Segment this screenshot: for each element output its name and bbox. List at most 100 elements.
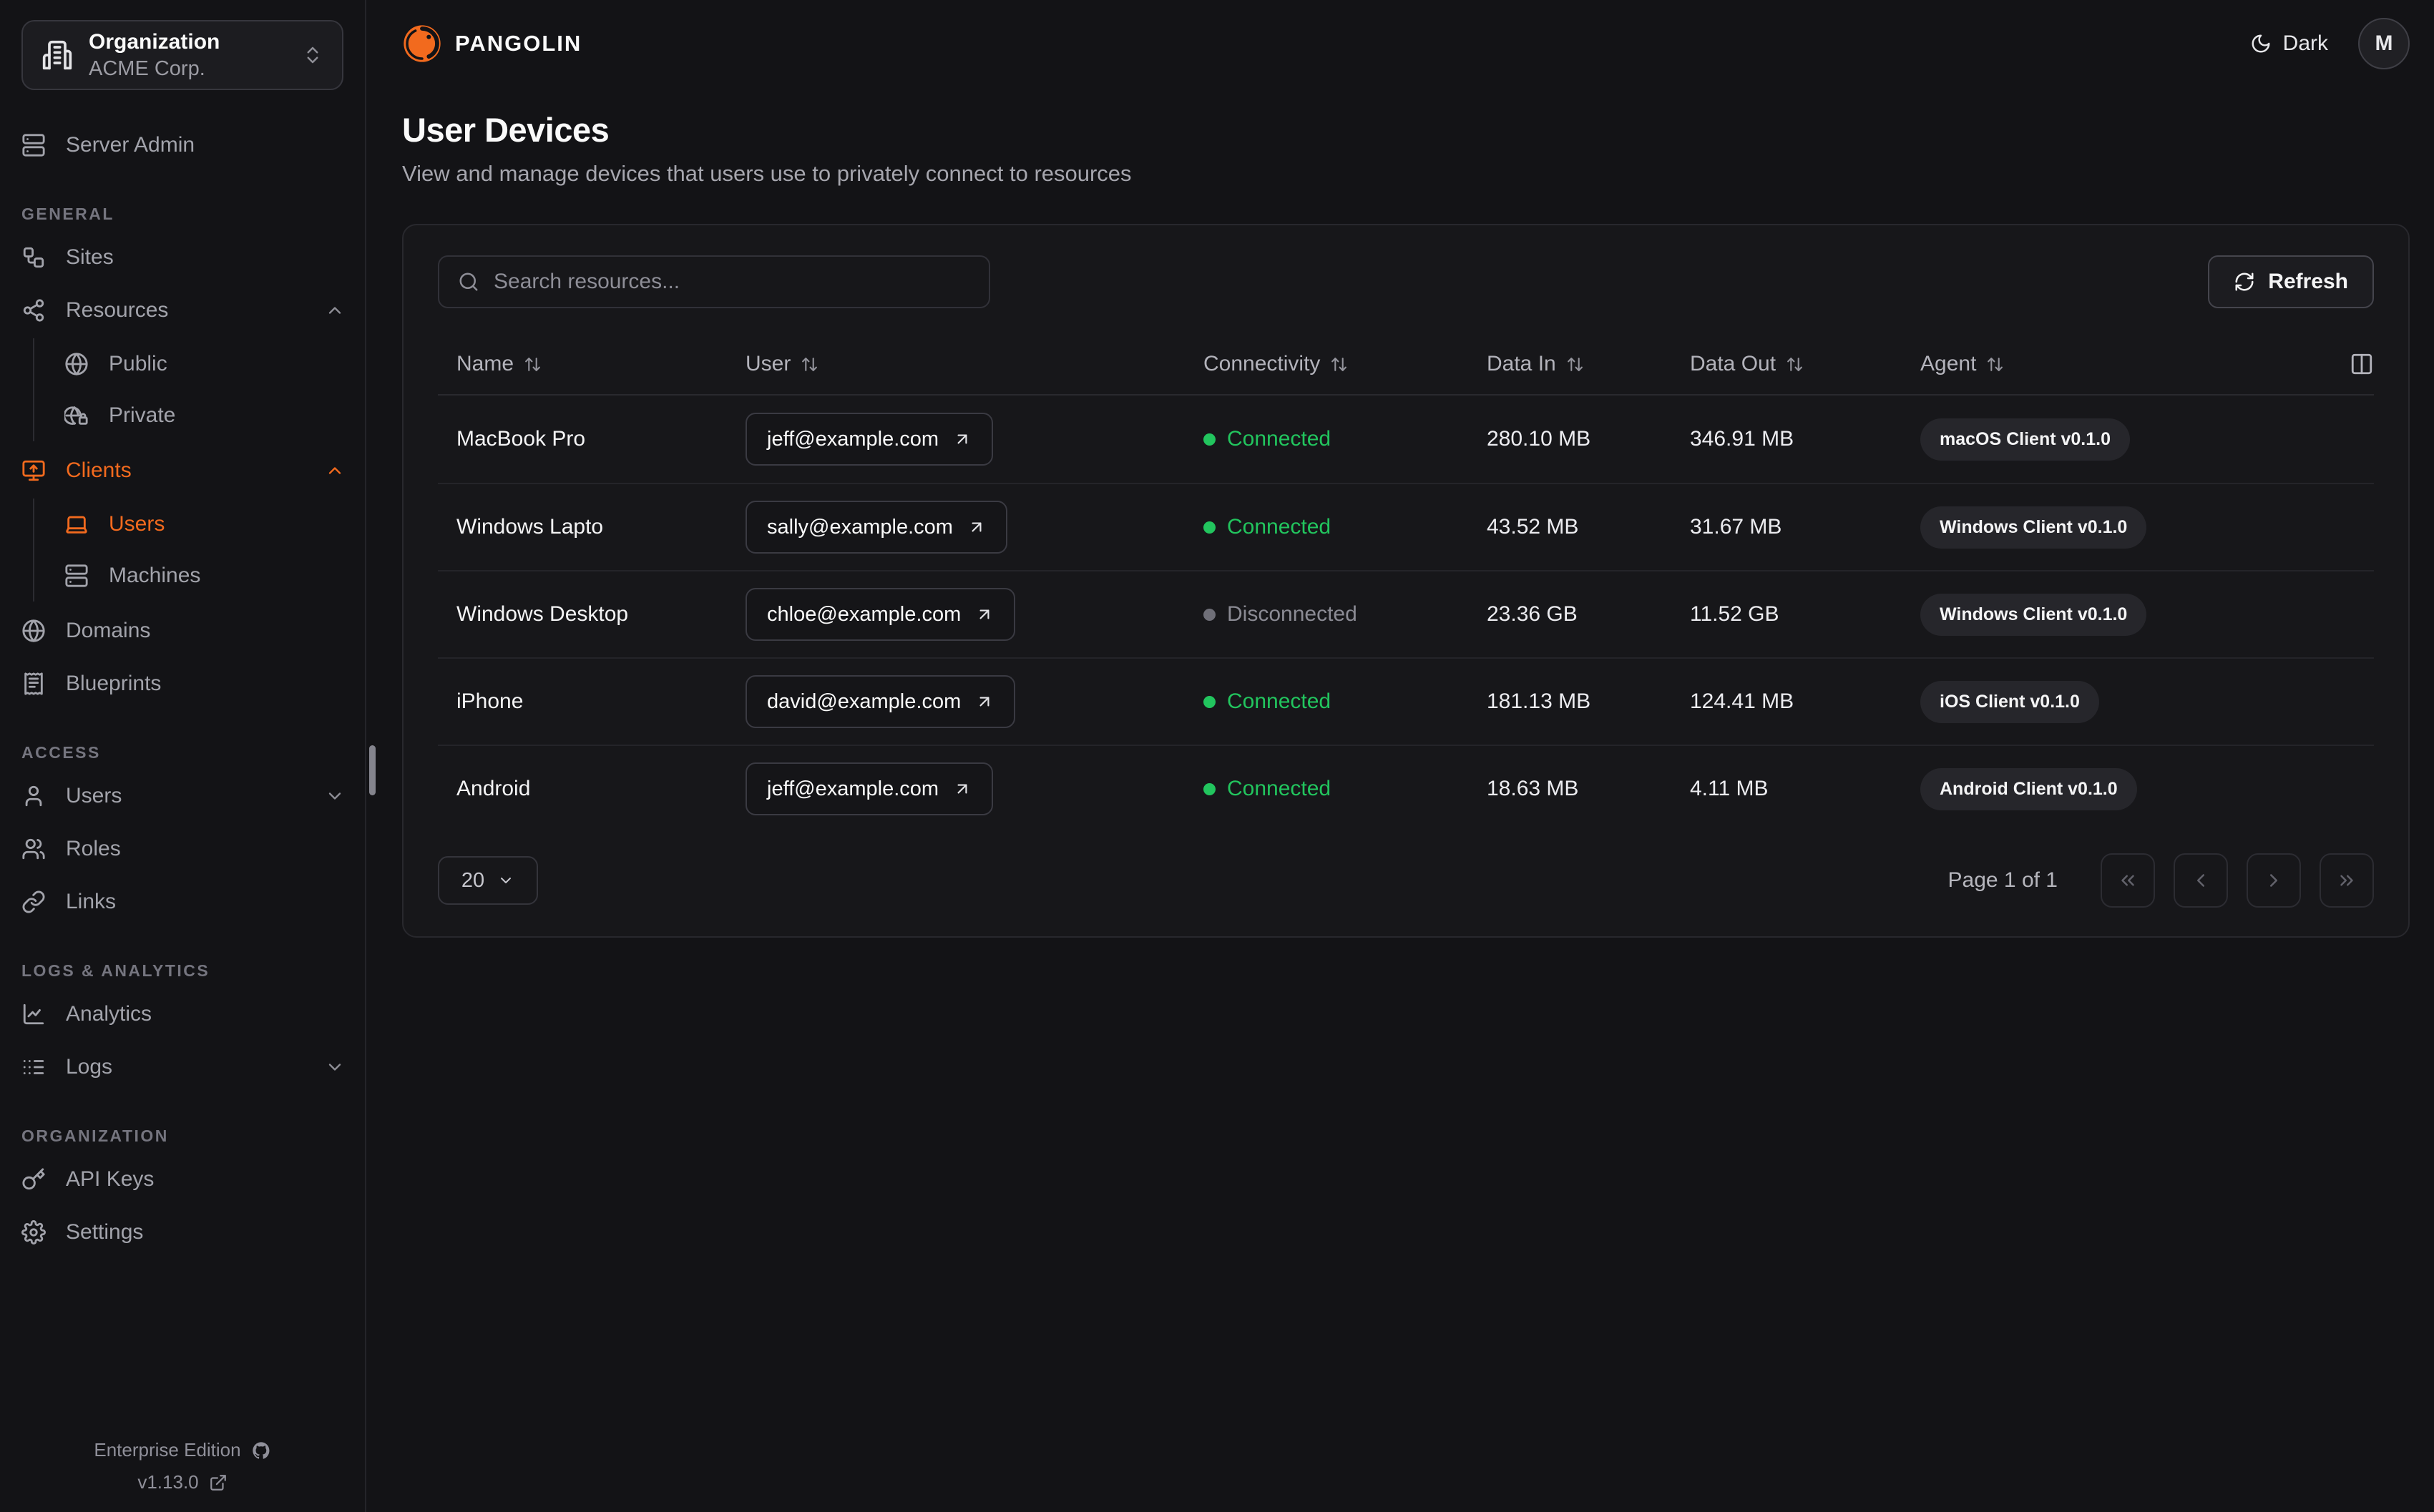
sidebar-item-label: Users [109,512,165,536]
table-row: Android jeff@example.com Connected 18.63… [438,745,2374,832]
status-badge: Disconnected [1203,602,1487,627]
user-link-button[interactable]: jeff@example.com [746,413,994,466]
sites-icon [23,247,44,268]
org-selector[interactable]: Organization ACME Corp. [21,20,343,90]
sidebar-nav: Server Admin GENERAL Sites Resources Pub… [0,90,365,1259]
user-link-button[interactable]: sally@example.com [746,501,1007,554]
sidebar-item-api-keys[interactable]: API Keys [21,1153,345,1206]
resources-icon [23,299,44,322]
resources-subnav: Public Private [33,338,345,441]
columns-settings-icon[interactable] [2350,352,2374,376]
column-header-data-out[interactable]: Data Out [1690,352,1920,376]
users-icon [22,838,45,860]
org-label: Organization [89,29,220,54]
github-icon[interactable] [251,1440,271,1461]
sidebar-item-public[interactable]: Public [64,338,345,390]
page-size-value: 20 [461,868,485,892]
sidebar-item-server-admin[interactable]: Server Admin [21,119,345,172]
brand[interactable]: PANGOLIN [402,24,582,64]
sidebar-item-analytics[interactable]: Analytics [21,988,345,1041]
sidebar-item-label: Domains [66,619,151,642]
logs-icon [23,1060,44,1074]
table-row: MacBook Pro jeff@example.com Connected 2… [438,396,2374,483]
sidebar-item-resources[interactable]: Resources [21,284,345,337]
agent-badge: Android Client v0.1.0 [1920,767,2137,810]
key-icon [22,1168,45,1190]
user-link-button[interactable]: chloe@example.com [746,588,1016,641]
last-page-button[interactable] [2320,853,2374,908]
sidebar-item-label: Users [66,784,122,807]
column-label: Name [456,352,514,375]
sidebar-item-private[interactable]: Private [64,390,345,441]
refresh-label: Refresh [2268,270,2348,293]
user-email: david@example.com [767,689,962,713]
sidebar-item-blueprints[interactable]: Blueprints [21,657,345,710]
column-header-user[interactable]: User [746,352,1203,376]
sidebar-item-roles[interactable]: Roles [21,823,345,875]
status-label: Connected [1227,515,1331,539]
toolbar: Refresh [438,255,2374,308]
external-link-icon[interactable] [209,1473,228,1492]
user-email: jeff@example.com [767,777,939,800]
search-box [438,255,990,308]
sidebar-item-machines[interactable]: Machines [64,550,345,602]
page-size-select[interactable]: 20 [438,856,538,905]
avatar[interactable]: M [2358,18,2410,69]
theme-toggle[interactable]: Dark [2250,31,2328,56]
receipt-icon [24,672,43,695]
next-page-button[interactable] [2247,853,2301,908]
column-header-data-in[interactable]: Data In [1487,352,1690,376]
link-icon [22,890,45,913]
device-name: Windows Desktop [456,602,629,626]
sidebar-scrollbar-thumb[interactable] [369,745,376,795]
data-out-value: 346.91 MB [1690,427,1794,451]
data-out-value: 4.11 MB [1690,777,1769,800]
sidebar: Organization ACME Corp. Server Admin GEN… [0,0,366,1512]
arrow-up-right-icon [979,609,989,619]
sidebar-item-label: Resources [66,298,169,322]
device-name: Windows Lapto [456,515,604,539]
search-input[interactable] [494,270,970,294]
edition-label: Enterprise Edition [94,1439,241,1461]
status-badge: Connected [1203,777,1487,801]
section-title-general: GENERAL [21,205,114,223]
agent-badge: iOS Client v0.1.0 [1920,680,2099,723]
sort-icon [1988,357,2003,371]
column-header-name[interactable]: Name [456,352,746,376]
agent-badge: Windows Client v0.1.0 [1920,506,2147,549]
sidebar-item-links[interactable]: Links [21,875,345,928]
user-link-button[interactable]: david@example.com [746,675,1016,728]
sidebar-item-logs[interactable]: Logs [21,1041,345,1094]
column-label: User [746,352,791,375]
sidebar-item-label: Private [109,403,176,427]
sidebar-item-sites[interactable]: Sites [21,231,345,284]
sidebar-item-clients[interactable]: Clients [21,444,345,497]
theme-label: Dark [2282,31,2328,55]
refresh-button[interactable]: Refresh [2208,255,2374,308]
sidebar-item-label: Server Admin [66,133,195,157]
first-page-button[interactable] [2101,853,2155,908]
status-dot [1203,782,1216,795]
status-label: Connected [1227,777,1331,800]
sidebar-item-label: Roles [66,837,121,860]
chevron-up-icon [328,467,341,474]
data-out-value: 11.52 GB [1690,602,1779,626]
sidebar-item-clients-users[interactable]: Users [64,499,345,550]
sidebar-item-domains[interactable]: Domains [21,604,345,657]
sidebar-item-users[interactable]: Users [21,770,345,823]
column-header-connectivity[interactable]: Connectivity [1203,352,1487,376]
user-email: sally@example.com [767,515,953,539]
column-header-agent[interactable]: Agent [1920,352,2350,376]
sidebar-item-label: Clients [66,458,132,482]
main-content: PANGOLIN Dark M User Devices View and ma… [366,0,2434,1512]
laptop-icon [66,516,87,534]
user-link-button[interactable]: jeff@example.com [746,762,994,815]
globe-icon [22,619,45,642]
sidebar-item-label: Public [109,352,167,375]
data-in-value: 280.10 MB [1487,427,1591,451]
prev-page-button[interactable] [2174,853,2228,908]
sidebar-item-settings[interactable]: Settings [21,1206,345,1259]
sidebar-item-label: Machines [109,564,201,587]
globe-lock-icon [64,406,88,425]
device-name: iPhone [456,689,524,713]
